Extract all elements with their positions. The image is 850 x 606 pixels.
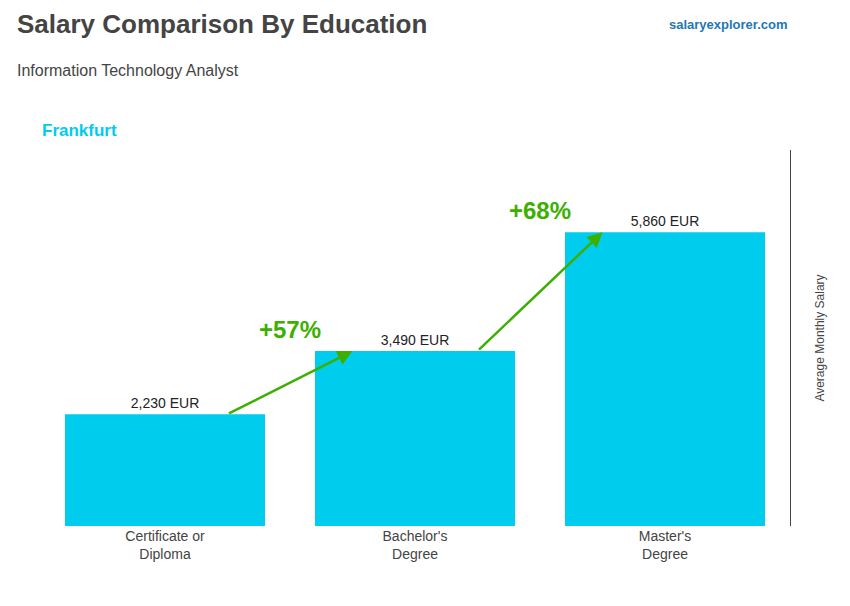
svg-text:Salary Comparison By Education: Salary Comparison By Education	[17, 9, 427, 39]
svg-text:Master'sDegree: Master'sDegree	[639, 528, 691, 562]
svg-text:Average Monthly Salary: Average Monthly Salary	[813, 274, 827, 401]
svg-text:Information Technology Analyst: Information Technology Analyst	[17, 62, 239, 79]
svg-text:2,230 EUR: 2,230 EUR	[131, 395, 199, 411]
svg-text:Certificate orDiploma: Certificate orDiploma	[125, 528, 205, 562]
svg-text:+57%: +57%	[259, 316, 321, 343]
svg-text:+68%: +68%	[509, 197, 571, 224]
svg-text:Frankfurt: Frankfurt	[42, 121, 117, 140]
svg-text:3,490 EUR: 3,490 EUR	[381, 332, 449, 348]
svg-text:salaryexplorer.com: salaryexplorer.com	[669, 17, 788, 32]
svg-text:5,860 EUR: 5,860 EUR	[631, 213, 699, 229]
svg-text:Bachelor'sDegree: Bachelor'sDegree	[383, 528, 448, 562]
